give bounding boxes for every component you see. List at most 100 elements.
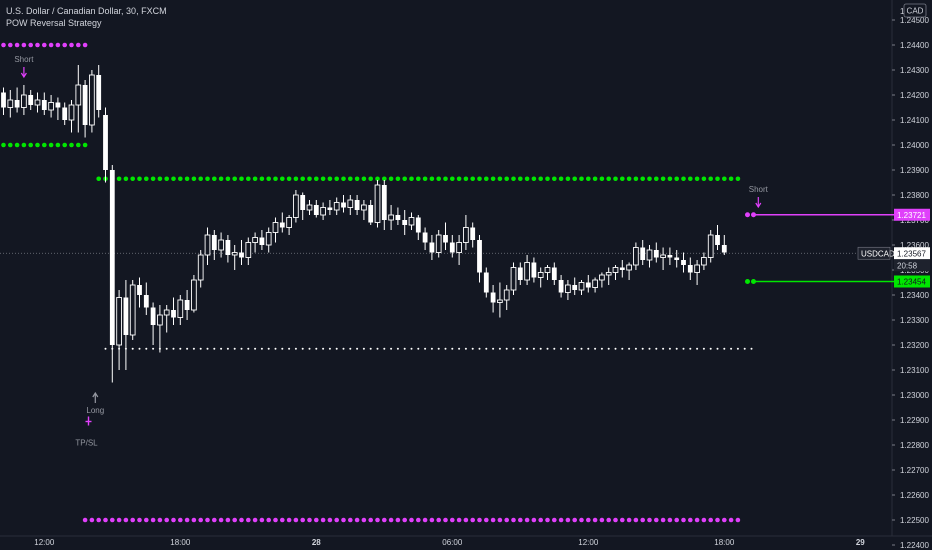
candle-body-up [361, 204, 367, 211]
level-dot-mid-green [484, 176, 489, 182]
level-dot-upper-green [82, 142, 88, 148]
level-dot-lower-magenta [314, 517, 319, 523]
candle-body-down [687, 265, 693, 273]
level-dot-mid-green [96, 176, 101, 182]
level-dot-mid-green [137, 176, 142, 182]
level-dot-upper-green [1, 142, 6, 148]
level-dot-mid-green [715, 176, 720, 182]
level-dot-lower-magenta [334, 517, 340, 523]
level-dot-mid-green [708, 176, 713, 182]
candle-body-down [517, 267, 523, 280]
x-tick-label: 06:00 [442, 538, 463, 547]
level-dot-lower-magenta [688, 517, 693, 523]
y-tick-label: 1.23400 [900, 291, 929, 300]
candle-body-up [707, 234, 714, 258]
level-dot-lower-magenta [552, 517, 557, 523]
level-dot-lower-magenta [266, 517, 272, 523]
y-tick-label: 1.23600 [900, 241, 929, 250]
signal-label-tpsl: TP/SL [75, 439, 98, 448]
level-dot-mid-green [538, 176, 543, 182]
level-dot-mid-green [579, 176, 584, 182]
level-dot-mid-green [171, 176, 176, 182]
level-dot-white-low [240, 347, 243, 350]
candle-body-up [7, 99, 14, 108]
level-dot-white-low [485, 347, 488, 350]
level-dot-white-low [580, 347, 583, 350]
level-dot-mid-green [490, 176, 496, 182]
candle-body-down [681, 260, 686, 265]
level-dot-lower-magenta [674, 517, 679, 523]
level-dot-white-low [668, 347, 671, 350]
level-dot-lower-magenta [361, 517, 367, 523]
level-dot-white-low [362, 347, 365, 350]
level-dot-lower-magenta [531, 517, 537, 523]
candle-body-up [463, 227, 469, 243]
level-dot-white-low [390, 347, 393, 350]
level-dot-upper-green [8, 142, 13, 148]
level-dot-lower-magenta [375, 517, 380, 523]
candle-body-down [327, 207, 333, 210]
candle-body-down [585, 282, 591, 288]
level-dot-mid-green [300, 176, 306, 182]
level-dot-lower-magenta [422, 517, 428, 523]
candle-body-down [211, 235, 217, 250]
x-tick-label: 12:00 [34, 538, 55, 547]
level-dot-lower-magenta [579, 517, 584, 523]
level-dot-mid-green [341, 176, 346, 182]
level-dot-mid-green [728, 176, 734, 182]
candle-body-down [28, 95, 34, 105]
candle-body-down [470, 227, 476, 240]
level-dot-white-low [600, 347, 603, 350]
level-dot-white-low [655, 347, 658, 350]
indicator-name[interactable]: POW Reversal Strategy [6, 18, 102, 28]
level-dot-lower-magenta [300, 517, 306, 523]
candle-body-up [252, 237, 258, 243]
candle-body-up [592, 279, 598, 288]
level-dot-white-low [478, 347, 481, 350]
level-dot-white-low [104, 347, 107, 350]
level-dot-mid-green [504, 176, 510, 182]
level-dot-lower-magenta [212, 517, 217, 523]
level-dot-mid-green [443, 176, 448, 182]
candle-body-up [89, 74, 95, 126]
candle-body-up [612, 267, 619, 273]
short-arrow-icon [755, 202, 762, 209]
level-dot-mid-green [198, 176, 203, 182]
level-dot-white-low [226, 347, 229, 350]
level-dot-lower-magenta [232, 517, 237, 523]
candle-body-down [674, 257, 680, 260]
candle-body-down [55, 102, 61, 108]
chart-title: U.S. Dollar / Canadian Dollar, 30, FXCM [6, 6, 167, 16]
level-dot-lower-magenta [477, 517, 482, 523]
level-dot-mid-green [307, 176, 312, 182]
level-dot-mid-green [518, 176, 523, 182]
level-dot-white-low [709, 347, 712, 350]
y-tick-label: 1.24000 [900, 141, 929, 150]
level-dot-white-low [736, 347, 739, 350]
candle-body-down [422, 232, 428, 243]
y-tick-label: 1.24100 [900, 116, 929, 125]
y-tick-label: 1.22500 [900, 516, 929, 525]
candle-body-up [524, 262, 530, 281]
candle-body-down [82, 85, 88, 125]
level-dot-lower-magenta [640, 517, 645, 523]
level-dot-lower-magenta [368, 517, 374, 523]
level-dot-mid-green [395, 176, 401, 182]
level-dot-lower-magenta [518, 517, 523, 523]
price-tag-short-target [894, 208, 930, 221]
level-dot-lower-magenta [715, 517, 720, 523]
level-dot-white-low [689, 347, 692, 350]
level-dot-mid-green [735, 176, 741, 182]
level-dot-lower-magenta [110, 517, 115, 523]
level-dot-white-low [587, 347, 590, 350]
level-dot-white-low [546, 347, 549, 350]
level-dot-lower-magenta [708, 517, 713, 523]
level-dot-mid-green [354, 176, 360, 182]
level-dot-white-low [437, 347, 440, 350]
level-dot-upper-magenta [48, 42, 54, 48]
level-dot-white-low [702, 347, 705, 350]
level-dot-lower-magenta [103, 517, 108, 523]
level-dot-mid-green [511, 176, 516, 182]
level-dot-white-low [349, 347, 352, 350]
